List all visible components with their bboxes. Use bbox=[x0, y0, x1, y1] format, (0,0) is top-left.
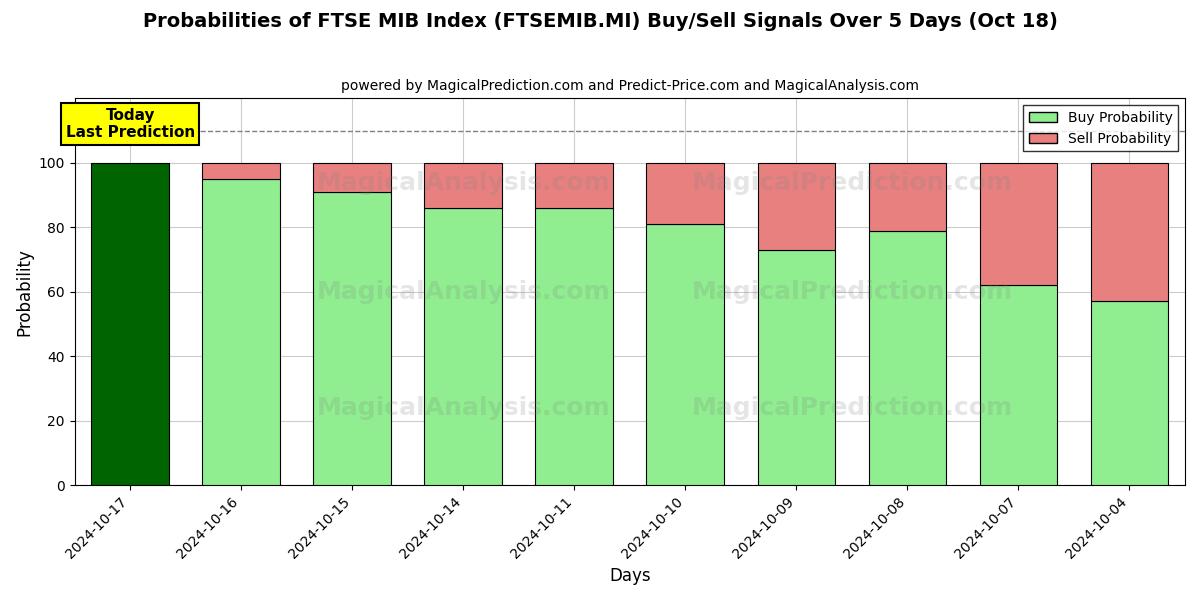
Bar bbox=[979, 286, 1057, 485]
Bar bbox=[757, 250, 835, 485]
Bar bbox=[535, 163, 613, 208]
Bar bbox=[1091, 163, 1169, 301]
Bar bbox=[425, 208, 502, 485]
Bar bbox=[869, 230, 947, 485]
Bar bbox=[979, 163, 1057, 286]
Bar bbox=[869, 163, 947, 230]
Bar bbox=[425, 163, 502, 208]
Bar bbox=[757, 163, 835, 250]
Text: Probabilities of FTSE MIB Index (FTSEMIB.MI) Buy/Sell Signals Over 5 Days (Oct 1: Probabilities of FTSE MIB Index (FTSEMIB… bbox=[143, 12, 1057, 31]
Bar bbox=[203, 179, 280, 485]
Bar bbox=[313, 192, 391, 485]
Text: MagicalPrediction.com: MagicalPrediction.com bbox=[691, 396, 1013, 420]
Text: Today
Last Prediction: Today Last Prediction bbox=[66, 108, 194, 140]
Text: MagicalPrediction.com: MagicalPrediction.com bbox=[691, 172, 1013, 196]
Y-axis label: Probability: Probability bbox=[16, 248, 34, 335]
Legend: Buy Probability, Sell Probability: Buy Probability, Sell Probability bbox=[1024, 105, 1178, 151]
Text: MagicalAnalysis.com: MagicalAnalysis.com bbox=[317, 280, 610, 304]
X-axis label: Days: Days bbox=[610, 567, 650, 585]
Bar bbox=[647, 163, 725, 224]
Bar bbox=[1091, 301, 1169, 485]
Title: powered by MagicalPrediction.com and Predict-Price.com and MagicalAnalysis.com: powered by MagicalPrediction.com and Pre… bbox=[341, 79, 919, 93]
Bar bbox=[203, 163, 280, 179]
Text: MagicalAnalysis.com: MagicalAnalysis.com bbox=[317, 396, 610, 420]
Bar bbox=[313, 163, 391, 192]
Bar bbox=[91, 163, 169, 485]
Text: MagicalAnalysis.com: MagicalAnalysis.com bbox=[317, 172, 610, 196]
Bar bbox=[535, 208, 613, 485]
Text: MagicalPrediction.com: MagicalPrediction.com bbox=[691, 280, 1013, 304]
Bar bbox=[647, 224, 725, 485]
